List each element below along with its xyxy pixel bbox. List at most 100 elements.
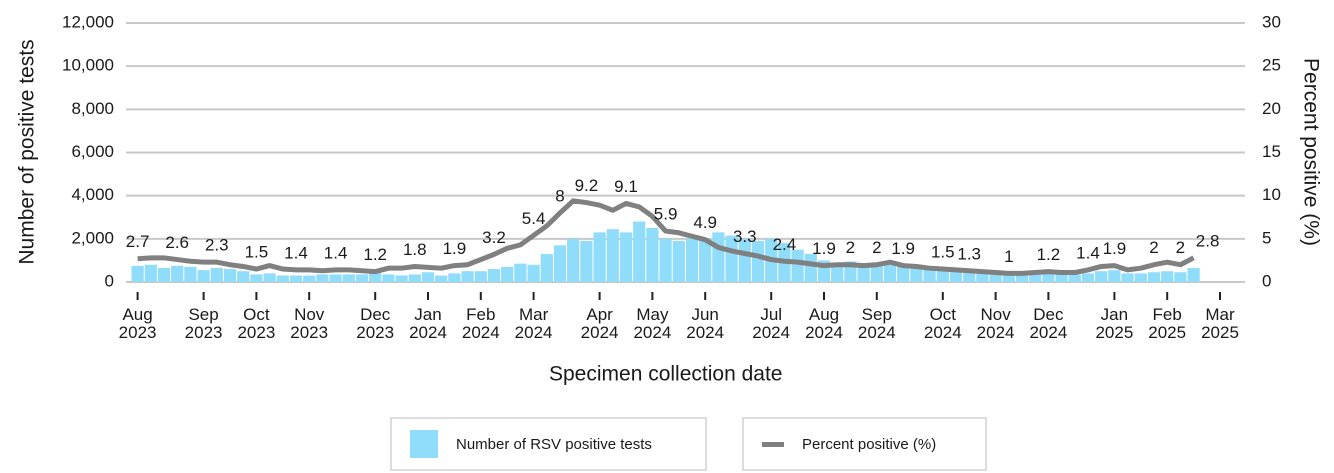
bar	[1055, 273, 1068, 282]
grid	[126, 22, 1245, 283]
bar	[699, 238, 712, 282]
bar	[131, 265, 144, 282]
bar	[1002, 273, 1015, 282]
bar	[171, 265, 184, 282]
bar	[461, 271, 474, 282]
data-label: 1.4	[284, 243, 308, 262]
bar	[949, 270, 963, 282]
bar	[567, 238, 580, 282]
data-label: 5.4	[522, 209, 546, 228]
x-tick-label: Feb 2025	[1148, 305, 1187, 342]
bar	[395, 275, 408, 282]
data-label: 4.9	[693, 213, 717, 232]
y-tick-label: 4,000	[71, 185, 114, 204]
x-axis-title: Specimen collection date	[549, 363, 782, 386]
data-label: 3.2	[482, 228, 506, 247]
bar	[487, 269, 501, 282]
data-label: 2	[1176, 238, 1185, 257]
bar	[540, 253, 553, 282]
y-axis-title: Number of positive tests	[16, 39, 39, 264]
data-label: 1.2	[363, 245, 387, 264]
bar	[1042, 273, 1055, 282]
bar	[659, 238, 672, 282]
bar	[553, 245, 567, 282]
y-tick-label: 8,000	[71, 99, 114, 118]
bar	[223, 269, 237, 282]
bar	[738, 238, 751, 282]
x-tick-label: Oct 2024	[923, 305, 962, 342]
bar	[606, 229, 619, 282]
bar	[316, 274, 329, 282]
legend-item: Percent positive (%)	[742, 417, 987, 471]
bar	[1161, 271, 1174, 282]
y2-tick-label: 20	[1262, 99, 1281, 118]
data-label: 1.9	[812, 239, 836, 258]
y-tick-label: 6,000	[71, 142, 114, 161]
x-tick-label: Jul 2024	[752, 305, 791, 342]
bar	[976, 272, 989, 282]
data-label: 1.4	[324, 243, 348, 262]
x-tick-label: Apr 2024	[580, 305, 619, 342]
bar	[144, 264, 157, 282]
bar	[685, 238, 699, 282]
bar	[474, 271, 487, 282]
data-label: 2.3	[205, 236, 229, 255]
x-tick-label: Jan 2025	[1095, 305, 1134, 342]
x-tick-label: Aug 2023	[118, 305, 157, 342]
data-label: 2	[1149, 238, 1158, 257]
data-label: 2	[846, 238, 855, 257]
bar	[857, 263, 870, 282]
x-tick-label: Nov 2024	[976, 305, 1015, 342]
bar	[923, 267, 936, 282]
x-tick-label: Mar 2024	[514, 305, 553, 342]
y-tick-label: 0	[105, 271, 114, 290]
legend-swatch	[762, 441, 784, 447]
bar	[1029, 274, 1042, 282]
legend-swatch	[410, 430, 438, 458]
bar	[580, 240, 593, 282]
data-label: 1.5	[931, 243, 955, 262]
y2-tick-label: 25	[1262, 56, 1281, 75]
x-tick-label: Feb 2024	[461, 305, 500, 342]
data-label: 8	[555, 186, 564, 205]
x-tick-label: Mar 2025	[1201, 305, 1239, 342]
bar	[672, 240, 685, 282]
data-label: 3.3	[733, 227, 757, 246]
y2-tick-label: 30	[1262, 12, 1281, 31]
bar	[448, 273, 461, 282]
bar	[1174, 272, 1187, 282]
x-tick-label: May 2024	[633, 305, 672, 342]
data-label: 9.2	[575, 176, 599, 195]
legend-item: Number of RSV positive tests	[390, 417, 707, 471]
data-label: 1.5	[245, 243, 269, 262]
y2-tick-label: 5	[1262, 228, 1271, 247]
data-label: 2	[872, 238, 881, 257]
bar	[355, 274, 369, 282]
y2-tick-label: 0	[1262, 271, 1271, 290]
bar	[910, 265, 923, 282]
bar	[527, 264, 540, 282]
bar	[751, 240, 765, 282]
bar	[184, 266, 197, 282]
data-label: 1.3	[957, 244, 981, 263]
data-label: 2.7	[126, 232, 150, 251]
bar	[1081, 273, 1095, 282]
bar	[382, 274, 395, 282]
y2-tick-label: 15	[1262, 142, 1281, 161]
legend-label: Percent positive (%)	[802, 435, 937, 453]
x-tick-label: Nov 2023	[290, 305, 329, 342]
bar	[725, 235, 738, 282]
bar	[1108, 270, 1121, 282]
bar	[1015, 274, 1029, 282]
bar	[1187, 267, 1200, 282]
data-label: 1.8	[403, 240, 427, 259]
data-label: 1.2	[1037, 245, 1061, 264]
bar	[197, 270, 210, 282]
data-label: 1.4	[1076, 243, 1100, 262]
x-tick-label: Jan 2024	[409, 305, 447, 342]
bar	[897, 264, 910, 282]
bar	[250, 274, 263, 282]
y-tick-label: 10,000	[62, 56, 114, 75]
bar	[342, 274, 355, 282]
